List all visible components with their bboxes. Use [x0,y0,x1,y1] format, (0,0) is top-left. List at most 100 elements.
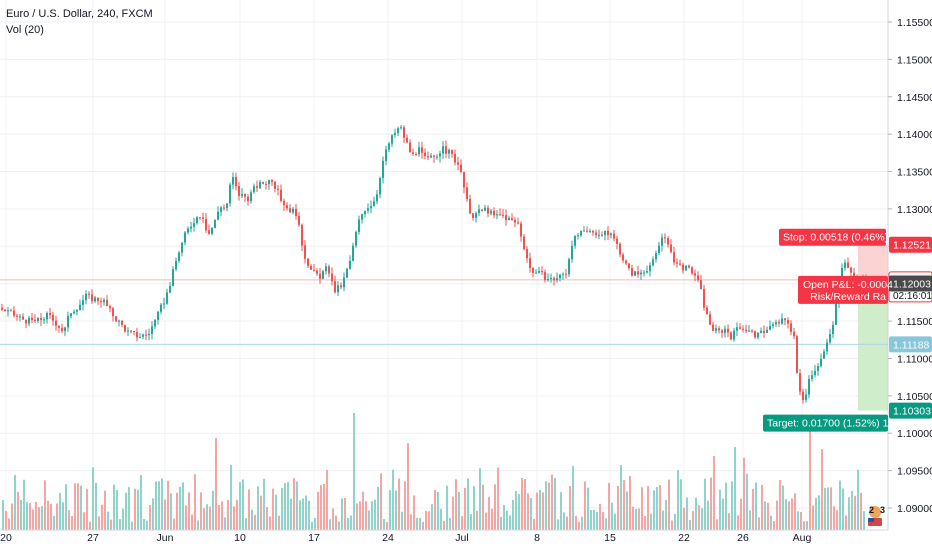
volume-bar [482,484,484,530]
volume-bar [11,503,13,530]
candle-body [448,149,450,154]
volume-bar [71,516,73,530]
volume-bar [542,492,544,530]
volume-bar [164,499,166,530]
volume-indicator-label[interactable]: Vol (20) [6,24,44,36]
candle-body [505,215,507,221]
volume-bar [497,467,499,530]
candle-body [688,265,690,268]
candle-body [163,303,165,305]
volume-bar [533,519,535,530]
volume-bar [371,501,373,530]
volume-bar [467,478,469,530]
volume-bar [698,505,700,530]
volume-bar [590,510,592,530]
volume-bar [443,520,445,530]
current-price-tag[interactable] [889,275,932,292]
candle-body [544,272,546,281]
volume-bar [734,447,736,530]
candle-body [835,302,837,325]
volume-bar [473,486,475,530]
volume-bar [62,502,64,530]
volume-bar [551,474,553,530]
candle-body [154,319,156,327]
volume-bar [38,507,40,530]
volume-bar [479,468,481,530]
volume-bar [509,515,511,530]
stop-price-tag-text: 1.12521 [893,240,931,252]
candle-body [151,326,153,334]
candle-body [496,214,498,216]
candle-body [331,273,333,282]
candle-body [271,179,273,182]
volume-bar [581,516,583,530]
candle-body [241,194,243,196]
time-tick-label: 10 [234,532,246,544]
candle-body [67,316,69,328]
volume-bar [446,485,448,530]
target-label-text: Target: 0.01700 (1.52%) 17 [767,418,894,430]
time-tick-label: 27 [87,532,99,544]
candle-body [412,152,414,155]
stop-price-tag[interactable] [889,236,932,253]
volume-bar [437,491,439,530]
line-price-tag-text: 1.11188 [893,339,930,351]
volume-bar [755,482,757,530]
volume-bar [512,500,514,530]
candle-body [823,351,825,359]
target-label[interactable] [763,414,888,432]
candle-body [433,155,435,157]
volume-bar [647,486,649,530]
candle-body [565,274,567,276]
event-flag-icon[interactable] [869,506,881,518]
volume-bar [302,498,304,530]
candle-body [82,300,84,305]
volume-bar [815,497,817,530]
candle-body [652,259,654,266]
volume-bar [218,505,220,530]
candle-body [22,316,24,320]
target-price-tag[interactable] [889,402,932,419]
volume-bar [149,505,151,530]
candle-body [739,327,741,329]
volume-bar [713,455,715,530]
stop-zone[interactable] [858,244,888,280]
candle-body [850,267,852,273]
volume-bar [665,500,667,530]
stop-label[interactable] [779,228,886,246]
candle-body [247,196,249,202]
volume-bar [854,495,856,530]
candle-body [760,330,762,333]
candle-body [175,260,177,270]
volume-bar [644,515,646,530]
candle-body [361,214,363,220]
volume-bar [560,492,562,530]
line-price-tag[interactable] [889,336,932,353]
candle-body [445,146,447,154]
candle-body [487,207,489,214]
volume-bar [842,488,844,530]
volume-bar [449,517,451,530]
candle-body [829,334,831,343]
volume-bar [59,492,61,530]
volume-bar [863,511,865,530]
candle-body [679,263,681,265]
candle-body [787,320,789,324]
candle-body [721,330,723,333]
candle-body [598,234,600,236]
volume-bar [137,489,139,530]
volume-bar [671,520,673,530]
volume-bar [5,511,7,530]
candle-body [274,181,276,189]
candle-body [211,227,213,234]
price-tick-label: 1.10000 [897,428,932,440]
volume-bar [539,489,541,530]
candle-body [556,278,558,281]
open-pl-label[interactable] [798,275,888,304]
candle-body [172,269,174,287]
volume-bar [386,521,388,530]
volume-bar [659,484,661,530]
candle-body [397,128,399,134]
